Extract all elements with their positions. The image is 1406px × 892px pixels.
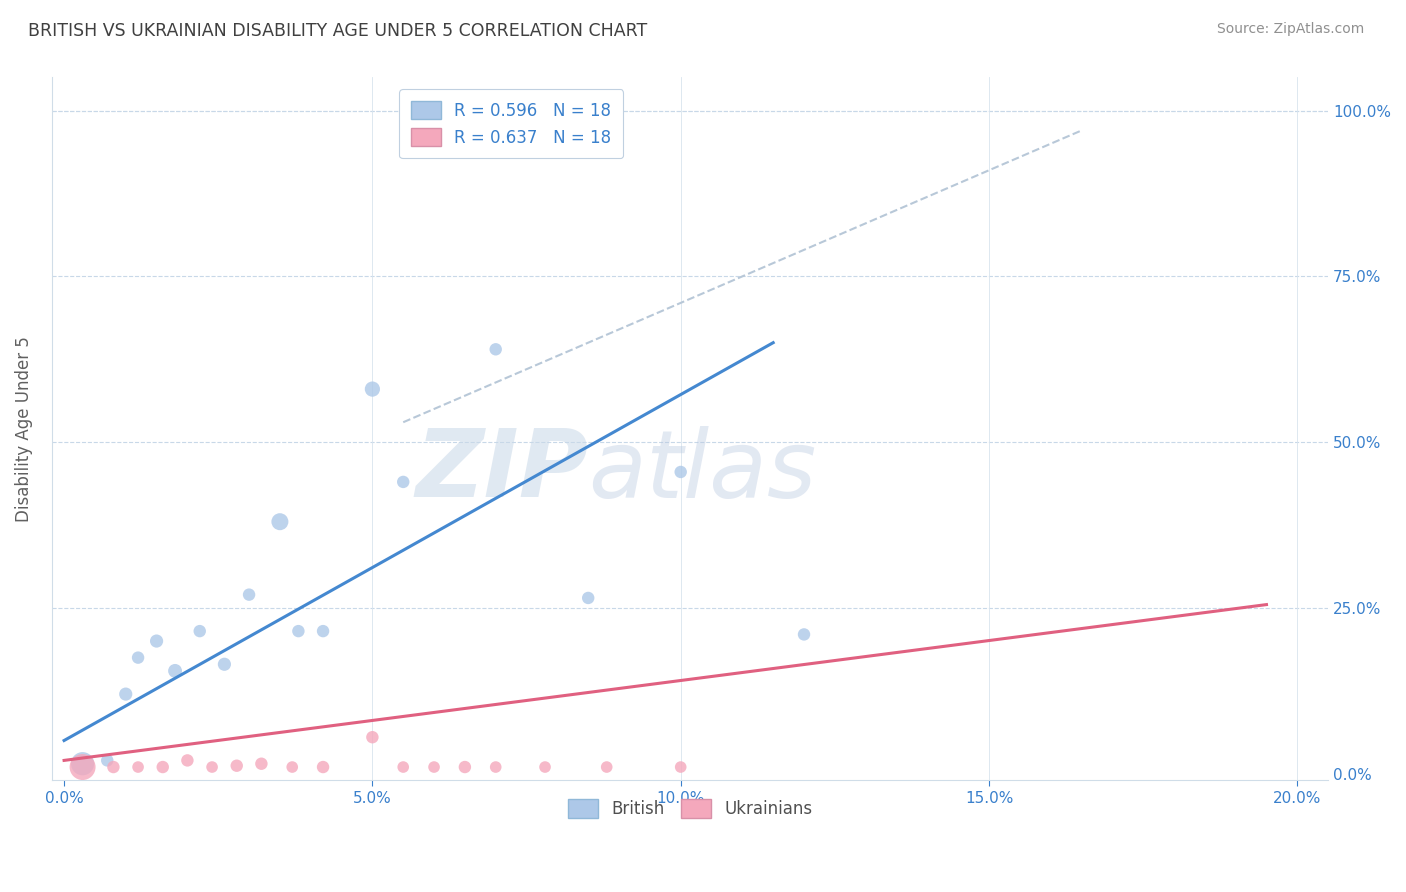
Point — [127, 650, 149, 665]
Point — [269, 515, 291, 529]
Text: BRITISH VS UKRAINIAN DISABILITY AGE UNDER 5 CORRELATION CHART: BRITISH VS UKRAINIAN DISABILITY AGE UNDE… — [28, 22, 647, 40]
Y-axis label: Disability Age Under 5: Disability Age Under 5 — [15, 336, 32, 522]
Point — [72, 760, 94, 774]
Point — [312, 760, 335, 774]
Point — [485, 760, 508, 774]
Point — [281, 760, 304, 774]
Point — [454, 760, 477, 774]
Point — [96, 753, 118, 767]
Point — [214, 657, 236, 672]
Point — [669, 465, 692, 479]
Legend: British, Ukrainians: British, Ukrainians — [561, 793, 818, 825]
Point — [188, 624, 211, 639]
Point — [201, 760, 224, 774]
Point — [103, 760, 125, 774]
Text: atlas: atlas — [588, 425, 815, 516]
Point — [312, 624, 335, 639]
Point — [793, 627, 815, 641]
Point — [423, 760, 446, 774]
Point — [165, 664, 187, 678]
Point — [287, 624, 309, 639]
Text: ZIP: ZIP — [415, 425, 588, 517]
Point — [576, 591, 599, 605]
Point — [145, 634, 167, 648]
Point — [238, 588, 260, 602]
Point — [596, 760, 619, 774]
Point — [225, 758, 247, 772]
Point — [361, 730, 384, 744]
Point — [669, 760, 692, 774]
Point — [127, 760, 149, 774]
Point — [392, 475, 415, 489]
Point — [361, 382, 384, 396]
Point — [534, 760, 557, 774]
Point — [485, 343, 508, 357]
Point — [152, 760, 174, 774]
Point — [114, 687, 136, 701]
Point — [72, 756, 94, 771]
Point — [250, 756, 273, 771]
Text: Source: ZipAtlas.com: Source: ZipAtlas.com — [1216, 22, 1364, 37]
Point — [176, 753, 198, 767]
Point — [392, 760, 415, 774]
